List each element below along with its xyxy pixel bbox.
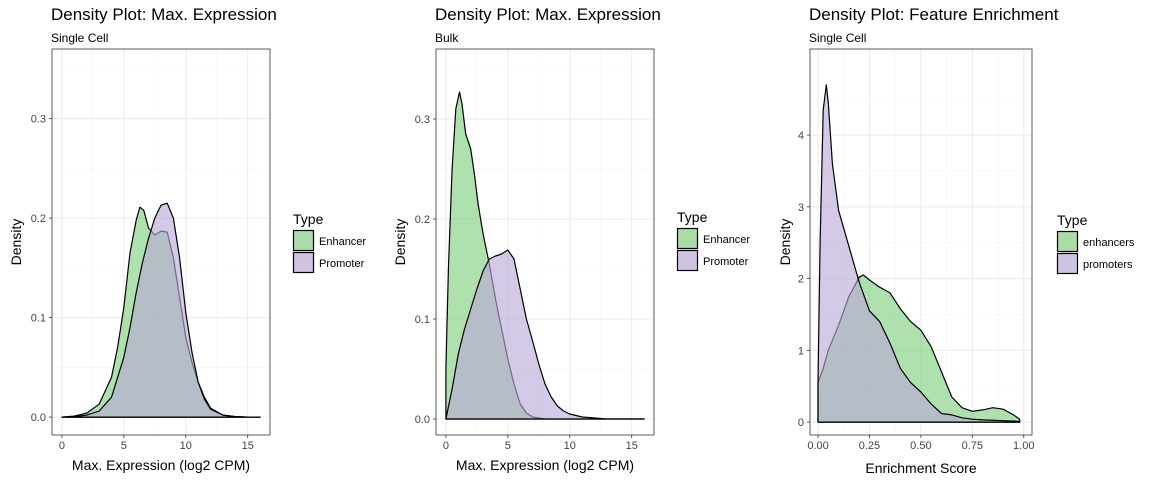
- legend-swatch-promoter: [292, 251, 315, 274]
- legend-swatch-promoter: [676, 249, 699, 272]
- x-tick-label: 0.50: [910, 440, 931, 452]
- legend-swatch-promoters: [1056, 252, 1079, 275]
- y-axis-title: Density: [777, 219, 793, 266]
- y-tick-label: 0.2: [31, 213, 46, 225]
- legend: Type Enhancer Promoter: [292, 211, 366, 274]
- y-tick-label: 4: [798, 130, 804, 142]
- y-tick-label: 0.2: [415, 214, 430, 226]
- x-tick-label: 5: [505, 440, 511, 452]
- density-area-promoter: [61, 202, 261, 418]
- x-tick-label: 10: [564, 440, 576, 452]
- x-axis-title: Max. Expression (log2 CPM): [456, 457, 634, 473]
- x-tick-label: 0: [59, 440, 65, 452]
- density-area-promoter: [445, 249, 645, 420]
- density-area-promoters: [817, 84, 1021, 423]
- y-tick-label: 2: [798, 274, 804, 286]
- legend-swatch-enhancers: [1056, 230, 1079, 253]
- y-tick-label: 3: [798, 202, 804, 214]
- legend-label: enhancers: [1083, 237, 1135, 249]
- legend-label: Enhancer: [319, 236, 366, 248]
- chart-panel-1: Density Plot: Max. Expression Single Cell…: [8, 5, 366, 473]
- x-tick-label: 0: [443, 440, 449, 452]
- chart-title: Density Plot: Feature Enrichment: [809, 5, 1059, 24]
- y-tick-label: 1: [798, 345, 804, 357]
- x-tick-label: 0.75: [962, 440, 983, 452]
- chart-title: Density Plot: Max. Expression: [51, 5, 277, 24]
- x-tick-label: 15: [242, 440, 254, 452]
- legend: Type enhancers promoters: [1056, 212, 1135, 275]
- chart-subtitle: Single Cell: [809, 31, 866, 45]
- legend: Type Enhancer Promoter: [676, 209, 750, 272]
- x-tick-label: 0.00: [807, 440, 828, 452]
- chart-subtitle: Single Cell: [51, 31, 108, 45]
- legend-swatch-enhancer: [292, 229, 315, 252]
- chart-subtitle: Bulk: [435, 31, 459, 45]
- legend-label: Enhancer: [703, 234, 750, 246]
- x-tick-label: 5: [121, 440, 127, 452]
- y-tick-label: 0.1: [31, 313, 46, 325]
- x-tick-label: 1.00: [1013, 440, 1034, 452]
- legend-title: Type: [677, 209, 708, 225]
- x-tick-label: 10: [180, 440, 192, 452]
- y-tick-label: 0.1: [415, 314, 430, 326]
- y-axis-title: Density: [8, 219, 24, 266]
- legend-label: Promoter: [319, 258, 365, 270]
- y-tick-label: 0.3: [415, 114, 430, 126]
- chart-panel-2: Density Plot: Max. Expression Bulk 0 5 10 15 0…: [392, 5, 750, 473]
- y-tick-label: 0.0: [415, 414, 430, 426]
- y-tick-label: 0: [798, 417, 804, 429]
- legend-label: promoters: [1083, 259, 1133, 271]
- x-axis-title: Max. Expression (log2 CPM): [72, 457, 250, 473]
- x-axis-title: Enrichment Score: [865, 460, 976, 476]
- x-tick-label: 15: [626, 440, 638, 452]
- chart-title: Density Plot: Max. Expression: [435, 5, 661, 24]
- chart-panel-3: Density Plot: Feature Enrichment Single C…: [777, 5, 1135, 476]
- y-axis-title: Density: [392, 219, 408, 266]
- y-tick-label: 0.3: [31, 114, 46, 126]
- plot-border: [51, 48, 271, 436]
- legend-title: Type: [293, 211, 324, 227]
- legend-label: Promoter: [703, 256, 749, 268]
- legend-title: Type: [1057, 212, 1088, 228]
- legend-swatch-enhancer: [676, 227, 699, 250]
- plot-border: [435, 48, 655, 436]
- x-tick-label: 0.25: [859, 440, 880, 452]
- y-tick-label: 0.0: [31, 412, 46, 424]
